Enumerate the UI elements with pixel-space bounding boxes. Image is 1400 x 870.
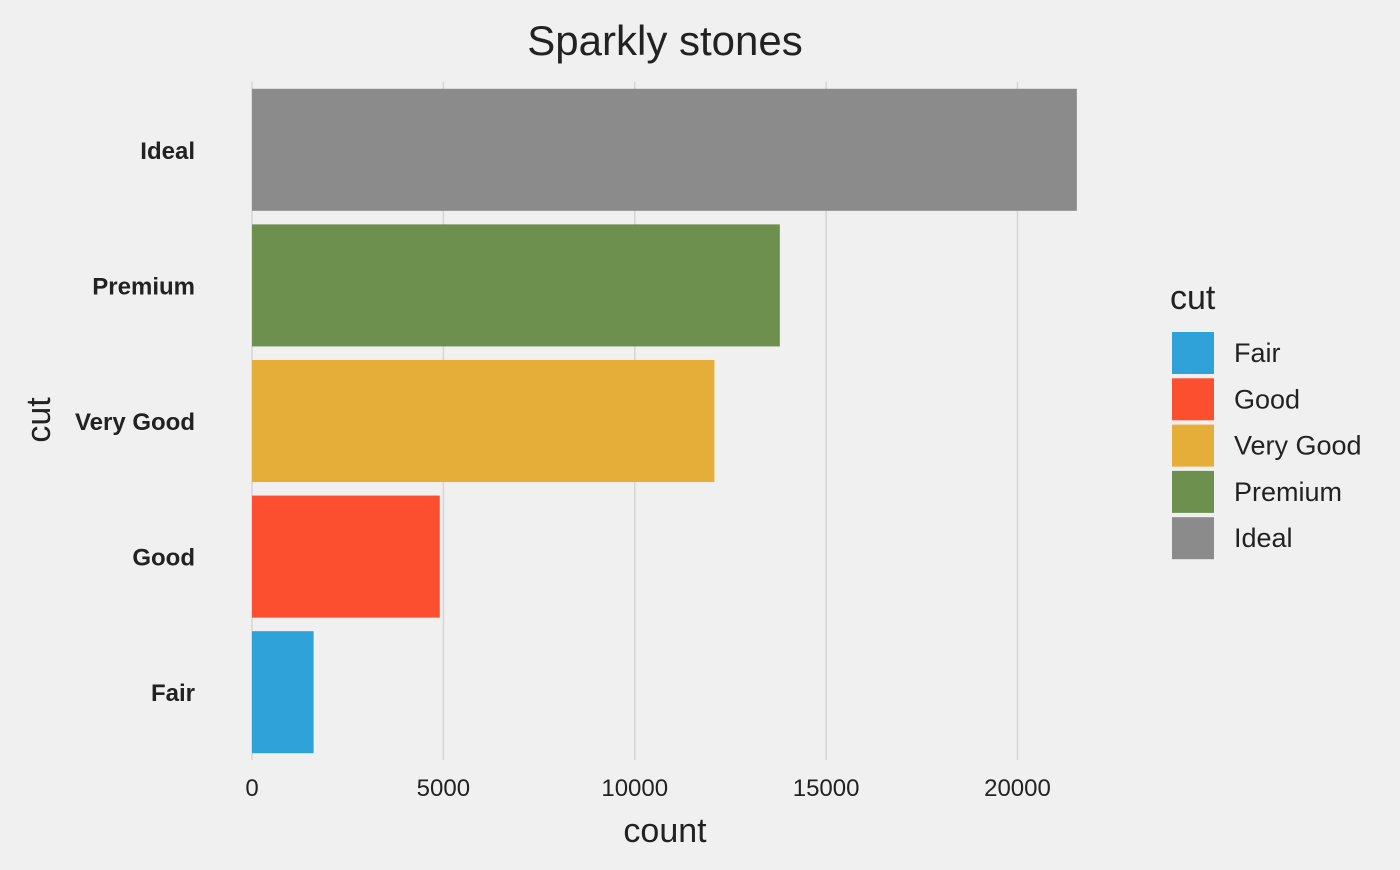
legend: cut Fair Good Very Good Premium Ideal [1170, 279, 1362, 562]
legend-swatch [1170, 422, 1216, 469]
y-tick-label: Fair [151, 680, 195, 707]
x-axis-label: count [623, 812, 707, 850]
legend-label: Ideal [1234, 523, 1293, 553]
x-tick-label: 10000 [601, 775, 668, 802]
legend-swatch [1170, 468, 1216, 515]
y-axis-label: cut [20, 397, 58, 443]
x-tick-label: 20000 [984, 775, 1051, 802]
legend-items: Fair Good Very Good Premium Ideal [1170, 330, 1362, 562]
legend-label: Fair [1234, 338, 1281, 368]
bar-ideal [252, 88, 1077, 211]
x-tick-label: 15000 [793, 775, 860, 802]
y-tick-label: Premium [92, 273, 195, 300]
x-tick-label: 5000 [417, 775, 470, 802]
y-tick-label: Very Good [75, 409, 195, 436]
bar-premium [252, 224, 780, 347]
chart-title: Sparkly stones [527, 17, 802, 64]
legend-swatch [1170, 515, 1216, 562]
bars [252, 88, 1077, 754]
y-tick-labels: Fair Good Very Good Premium Ideal [75, 138, 195, 707]
legend-label: Very Good [1234, 431, 1362, 461]
y-tick-label: Ideal [140, 138, 195, 165]
legend-title: cut [1170, 279, 1216, 317]
bar-fair [252, 631, 314, 754]
bar-good [252, 495, 440, 618]
x-tick-label: 0 [245, 775, 258, 802]
legend-label: Good [1234, 384, 1300, 414]
x-tick-labels: 0 5000 10000 15000 20000 [245, 775, 1051, 802]
y-tick-label: Good [132, 545, 195, 572]
legend-swatch [1170, 376, 1216, 423]
legend-label: Premium [1234, 477, 1342, 507]
bar-very-good [252, 359, 715, 483]
legend-swatch [1170, 330, 1216, 376]
